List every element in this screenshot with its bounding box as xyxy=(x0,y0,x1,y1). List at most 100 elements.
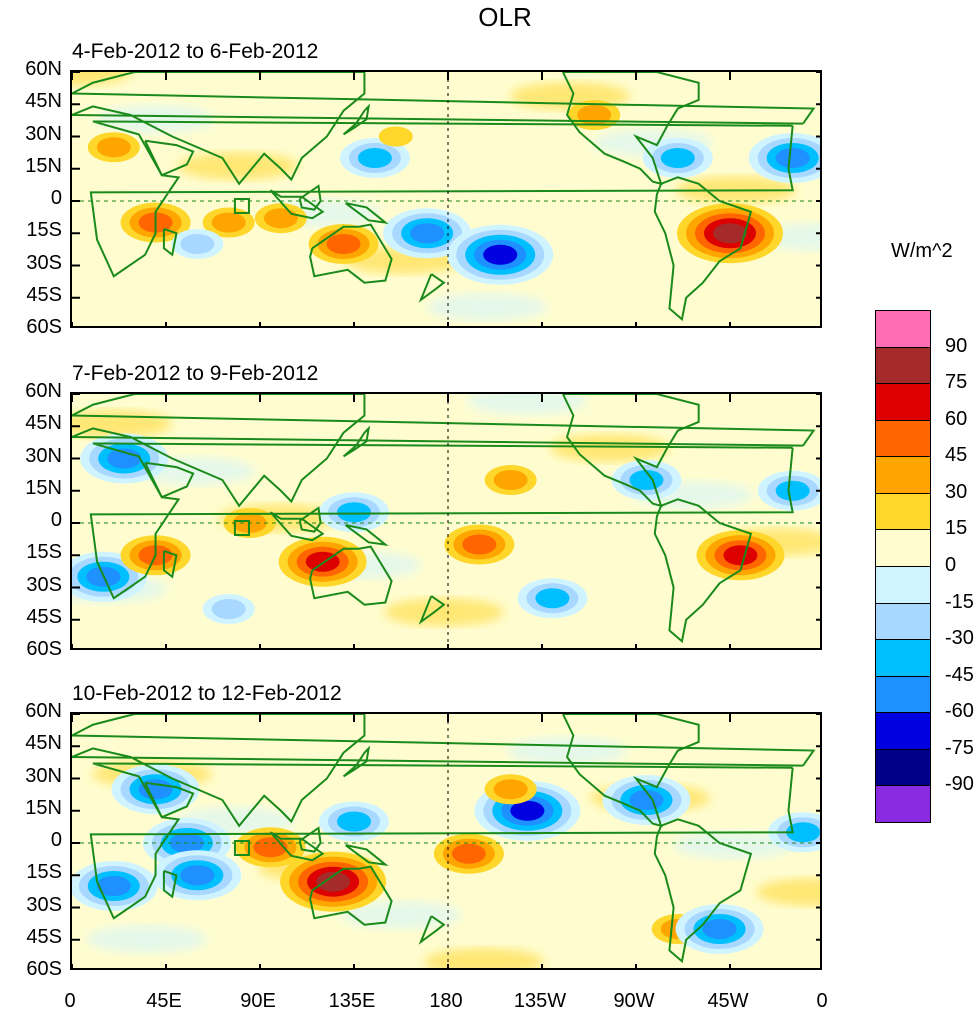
anomaly-contour xyxy=(357,148,392,168)
lon-label: 90W xyxy=(613,990,655,1012)
colorbar-swatch xyxy=(875,566,931,604)
colorbar-label: -60 xyxy=(945,700,974,723)
anomaly-contour xyxy=(326,234,361,254)
background-blob xyxy=(507,737,627,765)
colorbar-swatch xyxy=(875,310,931,348)
anomaly-contour xyxy=(337,502,371,523)
lat-label: 30S xyxy=(26,251,62,274)
coastline xyxy=(144,139,195,177)
coastline xyxy=(162,870,178,899)
colorbar-label: -75 xyxy=(945,736,974,759)
colorbar xyxy=(875,310,931,823)
coastline xyxy=(342,103,371,136)
olr-field xyxy=(72,394,820,648)
anomaly-contour xyxy=(775,148,810,168)
coastline xyxy=(298,826,322,853)
coastline xyxy=(144,461,195,499)
figure-title: OLR xyxy=(478,2,532,32)
background-blob xyxy=(424,948,544,968)
background-blob xyxy=(384,598,504,626)
lat-label: 45N xyxy=(25,90,62,113)
background-blob xyxy=(673,831,793,859)
coastline xyxy=(309,223,393,284)
coastline xyxy=(309,865,393,926)
lat-label: 15N xyxy=(25,154,62,177)
map-panel-3[interactable] xyxy=(70,712,822,970)
anomaly-contour xyxy=(493,779,528,800)
coastline xyxy=(418,915,446,945)
coastline xyxy=(345,202,389,224)
lat-label: 60N xyxy=(25,380,62,402)
colorbar-label: 75 xyxy=(945,371,968,394)
coastline xyxy=(72,714,816,828)
lat-label: 15S xyxy=(26,861,62,884)
colorbar-label: -30 xyxy=(945,627,974,650)
colorbar-label: 30 xyxy=(945,480,968,503)
lon-label: 180 xyxy=(429,990,463,1012)
colorbar-label: 15 xyxy=(945,517,968,540)
coastline xyxy=(418,595,446,625)
map-panel-1[interactable] xyxy=(70,70,822,328)
background-blob xyxy=(427,293,547,321)
lat-label: 30S xyxy=(26,573,62,596)
colorbar-swatch xyxy=(875,529,931,567)
background-blob xyxy=(72,72,132,86)
lon-label: 135E xyxy=(328,990,376,1012)
anomaly-contour xyxy=(337,811,371,832)
coastline xyxy=(162,228,178,257)
anomaly-contour xyxy=(775,480,810,501)
colorbar-swatch xyxy=(875,492,931,531)
anomaly-contour xyxy=(263,208,298,229)
anomaly-contour xyxy=(96,876,131,896)
coastline xyxy=(653,176,753,322)
background-blob xyxy=(87,925,207,953)
coastline xyxy=(72,72,816,186)
anomaly-contour xyxy=(211,212,246,233)
lat-label: 15S xyxy=(26,541,62,564)
colorbar-swatch xyxy=(875,602,931,641)
lat-label: 45S xyxy=(26,283,62,306)
coastline xyxy=(269,511,325,542)
lon-label: 90E xyxy=(240,990,276,1012)
anomaly-contour xyxy=(107,448,142,469)
anomaly-contour xyxy=(316,871,351,892)
anomaly-contour xyxy=(462,534,497,555)
lon-label: 0 xyxy=(816,990,828,1012)
olr-field xyxy=(72,72,820,326)
coastline xyxy=(144,781,195,819)
anomaly-contour xyxy=(660,148,695,168)
anomaly-contour xyxy=(577,105,612,125)
anomaly-contour xyxy=(786,822,820,843)
colorbar-label: -90 xyxy=(945,773,974,796)
colorbar-swatch xyxy=(875,712,931,750)
colorbar-swatch xyxy=(875,748,931,787)
colorbar-swatch xyxy=(875,346,931,385)
olr-field xyxy=(72,714,820,968)
colorbar-swatch xyxy=(875,419,931,458)
colorbar-swatch xyxy=(875,785,931,823)
coastline xyxy=(89,442,794,600)
region-box xyxy=(233,840,250,856)
anomaly-contour xyxy=(483,244,518,265)
coastline xyxy=(269,189,325,220)
coastline xyxy=(342,745,371,778)
lat-label: 60S xyxy=(26,316,62,338)
anomaly-contour xyxy=(138,779,173,800)
colorbar-label: 0 xyxy=(945,554,957,576)
background-blob xyxy=(341,901,461,929)
background-blob xyxy=(467,394,587,415)
anomaly-contour xyxy=(510,800,545,821)
coastline xyxy=(345,524,389,546)
lat-label: 60N xyxy=(25,700,62,722)
lat-label: 45N xyxy=(25,412,62,435)
coastline xyxy=(653,818,753,964)
colorbar-label: -45 xyxy=(945,663,974,686)
colorbar-swatch xyxy=(875,675,931,714)
map-panel-2[interactable] xyxy=(70,392,822,650)
coastline xyxy=(72,394,816,508)
panel-1-title: 4-Feb-2012 to 6-Feb-2012 xyxy=(72,40,319,63)
lat-label: 30N xyxy=(25,444,62,467)
anomaly-contour xyxy=(378,126,413,147)
coastline xyxy=(653,498,753,644)
background-blob xyxy=(95,105,215,133)
